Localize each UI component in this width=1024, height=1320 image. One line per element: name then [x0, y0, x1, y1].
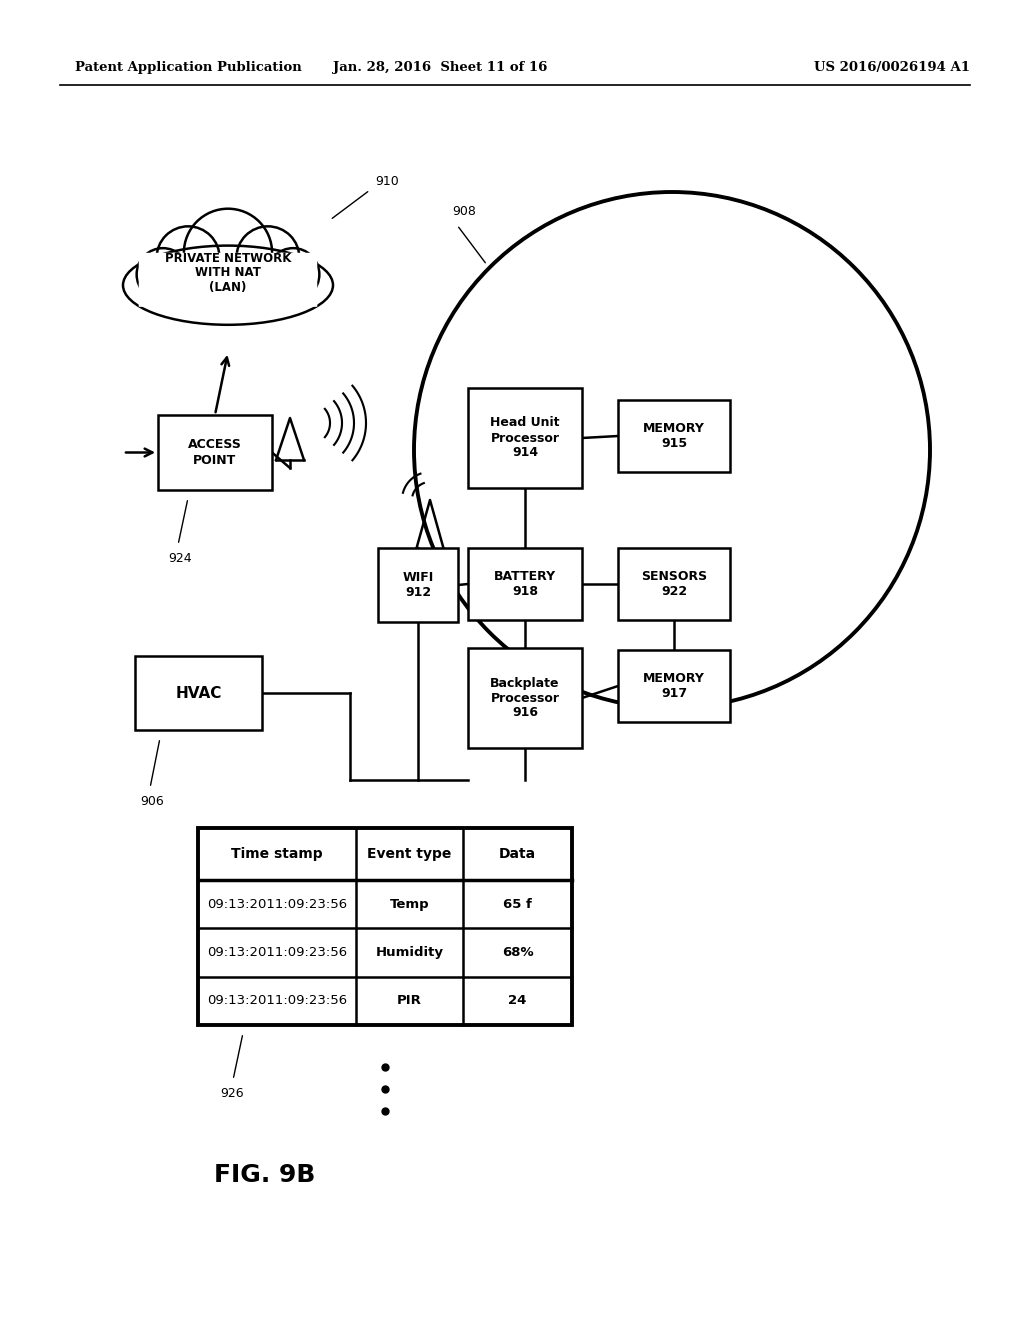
- Text: Data: Data: [499, 847, 536, 861]
- FancyBboxPatch shape: [618, 649, 730, 722]
- Text: 65 f: 65 f: [503, 898, 531, 911]
- Text: MEMORY
917: MEMORY 917: [643, 672, 705, 700]
- FancyBboxPatch shape: [158, 414, 272, 490]
- Text: 68%: 68%: [502, 946, 534, 960]
- Text: US 2016/0026194 A1: US 2016/0026194 A1: [814, 62, 970, 74]
- Circle shape: [237, 226, 299, 289]
- Text: Jan. 28, 2016  Sheet 11 of 16: Jan. 28, 2016 Sheet 11 of 16: [333, 62, 547, 74]
- Text: Backplate
Processor
916: Backplate Processor 916: [490, 676, 560, 719]
- Text: 924: 924: [168, 552, 191, 565]
- Circle shape: [157, 226, 219, 289]
- Text: SENSORS
922: SENSORS 922: [641, 570, 707, 598]
- Text: 09:13:2011:09:23:56: 09:13:2011:09:23:56: [207, 994, 347, 1007]
- Text: Temp: Temp: [390, 898, 429, 911]
- Text: MEMORY
915: MEMORY 915: [643, 422, 705, 450]
- FancyBboxPatch shape: [468, 388, 582, 488]
- Text: 926: 926: [220, 1086, 244, 1100]
- Text: Humidity: Humidity: [376, 946, 443, 960]
- Text: Time stamp: Time stamp: [231, 847, 323, 861]
- FancyBboxPatch shape: [468, 648, 582, 748]
- Text: 24: 24: [508, 994, 526, 1007]
- FancyBboxPatch shape: [618, 400, 730, 473]
- FancyBboxPatch shape: [135, 656, 262, 730]
- Ellipse shape: [123, 246, 333, 325]
- Text: WIFI
912: WIFI 912: [402, 572, 433, 599]
- Text: FIG. 9B: FIG. 9B: [214, 1163, 315, 1187]
- Text: PIR: PIR: [397, 994, 422, 1007]
- FancyBboxPatch shape: [378, 548, 458, 622]
- Text: Head Unit
Processor
914: Head Unit Processor 914: [490, 417, 560, 459]
- Text: 910: 910: [375, 176, 398, 187]
- Circle shape: [136, 248, 189, 301]
- Text: Event type: Event type: [368, 847, 452, 861]
- Text: PRIVATE NETWORK
WITH NAT
(LAN): PRIVATE NETWORK WITH NAT (LAN): [165, 252, 291, 294]
- Text: 09:13:2011:09:23:56: 09:13:2011:09:23:56: [207, 946, 347, 960]
- Text: HVAC: HVAC: [175, 685, 221, 701]
- FancyBboxPatch shape: [138, 253, 317, 306]
- FancyBboxPatch shape: [198, 828, 572, 1026]
- FancyBboxPatch shape: [468, 548, 582, 620]
- Text: BATTERY
918: BATTERY 918: [494, 570, 556, 598]
- Circle shape: [267, 248, 319, 301]
- Text: 09:13:2011:09:23:56: 09:13:2011:09:23:56: [207, 898, 347, 911]
- FancyBboxPatch shape: [618, 548, 730, 620]
- Text: Patent Application Publication: Patent Application Publication: [75, 62, 302, 74]
- Text: 906: 906: [140, 795, 164, 808]
- Text: ACCESS
POINT: ACCESS POINT: [188, 438, 242, 466]
- Text: 908: 908: [452, 205, 476, 218]
- Circle shape: [184, 209, 272, 297]
